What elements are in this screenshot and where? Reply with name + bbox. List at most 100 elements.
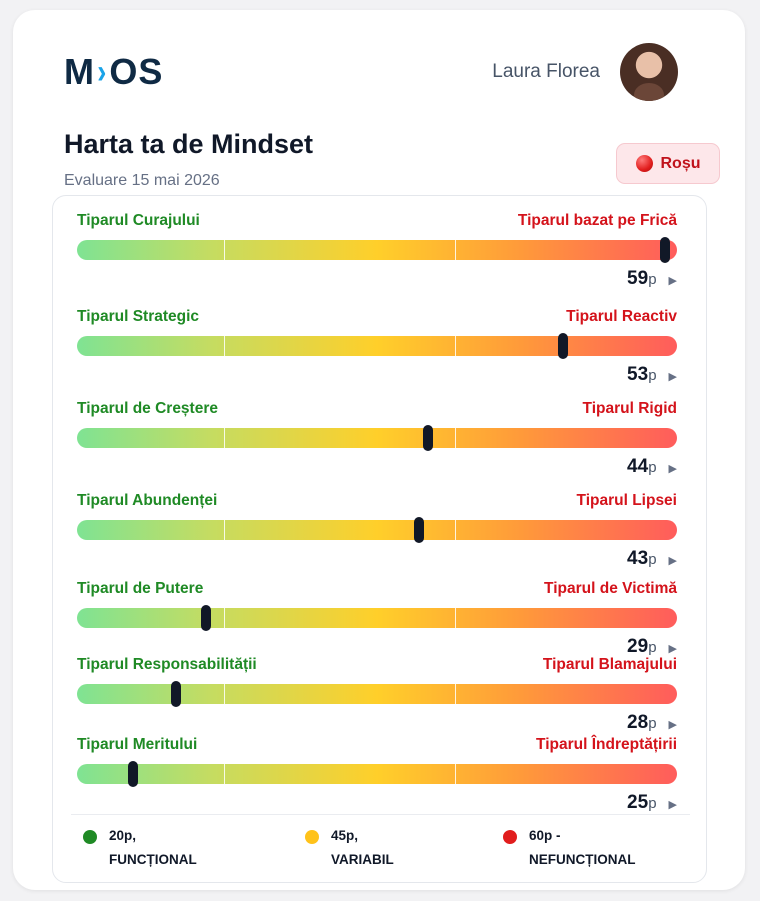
logo-text-left: M xyxy=(64,51,95,92)
pattern-row[interactable]: Tiparul de Putere Tiparul de Victimă 29 p ▶ xyxy=(77,580,677,670)
score-value: 25 xyxy=(627,792,649,813)
pattern-score[interactable]: 43 p ▶ xyxy=(627,548,677,570)
status-label: Roșu xyxy=(660,154,701,172)
pattern-positive-label: Tiparul Strategic xyxy=(77,308,200,325)
score-value: 29 xyxy=(627,636,649,657)
expand-arrow-icon[interactable]: ▶ xyxy=(668,371,677,383)
user-profile[interactable]: Laura Florea xyxy=(492,43,678,101)
expand-arrow-icon[interactable]: ▶ xyxy=(668,719,677,731)
bar-divider xyxy=(455,684,456,704)
pattern-score[interactable]: 53 p ▶ xyxy=(627,364,677,386)
pattern-row[interactable]: Tiparul Abundenței Tiparul Lipsei 43 p ▶ xyxy=(77,492,677,582)
pattern-score[interactable]: 44 p ▶ xyxy=(627,456,677,478)
pattern-negative-label: Tiparul Îndreptățirii xyxy=(536,736,677,753)
pattern-positive-label: Tiparul Responsabilității xyxy=(77,656,257,673)
bar-divider xyxy=(224,336,225,356)
pattern-positive-label: Tiparul Meritului xyxy=(77,736,198,753)
pattern-positive-label: Tiparul de Creștere xyxy=(77,400,218,417)
legend-value: 20p, xyxy=(109,828,137,843)
pattern-row[interactable]: Tiparul Meritului Tiparul Îndreptățirii 25… xyxy=(77,736,677,826)
green-dot-icon xyxy=(83,830,97,844)
pattern-negative-label: Tiparul Lipsei xyxy=(576,492,678,509)
legend-divider xyxy=(71,814,690,815)
pattern-gradient-bar xyxy=(77,517,677,543)
pattern-gradient-bar xyxy=(77,761,677,787)
bar-divider xyxy=(224,608,225,628)
user-name: Laura Florea xyxy=(492,61,600,82)
pattern-negative-label: Tiparul bazat pe Frică xyxy=(517,212,677,229)
logo-mark: › xyxy=(97,52,108,91)
score-unit: p xyxy=(648,367,657,384)
pattern-negative-label: Tiparul Reactiv xyxy=(566,308,677,325)
bar-divider xyxy=(455,764,456,784)
patterns-panel: Tiparul Curajului Tiparul bazat pe Frică 5… xyxy=(52,195,707,883)
red-circle-icon xyxy=(635,155,653,172)
bar-divider xyxy=(455,608,456,628)
legend-item-variable: 45p, VARIABIL xyxy=(305,828,394,872)
score-marker xyxy=(558,333,568,359)
score-unit: p xyxy=(648,639,657,656)
score-marker xyxy=(171,681,181,707)
score-unit: p xyxy=(648,795,657,812)
score-unit: p xyxy=(648,459,657,476)
pattern-negative-label: Tiparul Blamajului xyxy=(542,656,677,673)
pattern-negative-label: Tiparul de Victimă xyxy=(544,580,677,597)
expand-arrow-icon[interactable]: ▶ xyxy=(668,463,677,475)
pattern-score[interactable]: 59 p ▶ xyxy=(627,268,677,290)
score-value: 59 xyxy=(627,268,649,289)
legend-label: NEFUNCȚIONAL xyxy=(529,852,636,867)
legend-value: 45p, xyxy=(331,828,359,843)
score-marker xyxy=(414,517,424,543)
pattern-positive-label: Tiparul de Putere xyxy=(77,580,204,597)
bar-divider xyxy=(224,684,225,704)
page-title: Harta ta de Mindset xyxy=(64,129,314,159)
legend-value: 60p - xyxy=(529,828,561,843)
pattern-gradient-bar xyxy=(77,425,677,451)
pattern-score[interactable]: 29 p ▶ xyxy=(627,636,677,658)
bar-divider xyxy=(455,240,456,260)
legend-label: VARIABIL xyxy=(331,852,394,867)
avatar[interactable] xyxy=(620,43,678,101)
pattern-positive-label: Tiparul Curajului xyxy=(77,212,200,229)
legend-item-functional: 20p, FUNCȚIONAL xyxy=(83,828,197,872)
expand-arrow-icon[interactable]: ▶ xyxy=(668,555,677,567)
pattern-negative-label: Tiparul Rigid xyxy=(582,400,677,417)
score-unit: p xyxy=(648,271,657,288)
bar-divider xyxy=(224,428,225,448)
assessment-date: Evaluare 15 mai 2026 xyxy=(64,172,220,189)
pattern-gradient-bar xyxy=(77,605,677,631)
status-badge: Roșu xyxy=(616,143,720,184)
bar-divider xyxy=(455,520,456,540)
bar-divider xyxy=(455,428,456,448)
yellow-dot-icon xyxy=(305,830,319,844)
pattern-row[interactable]: Tiparul Strategic Tiparul Reactiv 53 p ▶ xyxy=(77,308,677,398)
logo-text-right: OS xyxy=(109,51,164,92)
expand-arrow-icon[interactable]: ▶ xyxy=(668,643,677,655)
legend-item-nonfunctional: 60p - NEFUNCȚIONAL xyxy=(503,828,636,872)
pattern-row[interactable]: Tiparul de Creștere Tiparul Rigid 44 p ▶ xyxy=(77,400,677,490)
myos-logo[interactable]: M › OS xyxy=(64,51,164,92)
pattern-row[interactable]: Tiparul Responsabilității Tiparul Blamaju… xyxy=(77,656,677,746)
expand-arrow-icon[interactable]: ▶ xyxy=(668,275,677,287)
pattern-score[interactable]: 28 p ▶ xyxy=(627,712,677,734)
bar-divider xyxy=(224,520,225,540)
pattern-gradient-bar xyxy=(77,681,677,707)
score-unit: p xyxy=(648,551,657,568)
score-marker xyxy=(660,237,670,263)
pattern-positive-label: Tiparul Abundenței xyxy=(77,492,218,509)
bar-divider xyxy=(224,240,225,260)
score-value: 53 xyxy=(627,364,649,385)
score-unit: p xyxy=(648,715,657,732)
score-value: 43 xyxy=(627,548,649,569)
bar-divider xyxy=(224,764,225,784)
score-value: 44 xyxy=(627,456,649,477)
expand-arrow-icon[interactable]: ▶ xyxy=(668,799,677,811)
pattern-gradient-bar xyxy=(77,333,677,359)
score-marker xyxy=(201,605,211,631)
pattern-gradient-bar xyxy=(77,237,677,263)
pattern-row[interactable]: Tiparul Curajului Tiparul bazat pe Frică 5… xyxy=(77,212,677,302)
pattern-score[interactable]: 25 p ▶ xyxy=(627,792,677,814)
bar-divider xyxy=(455,336,456,356)
score-marker xyxy=(423,425,433,451)
red-dot-icon xyxy=(503,830,517,844)
